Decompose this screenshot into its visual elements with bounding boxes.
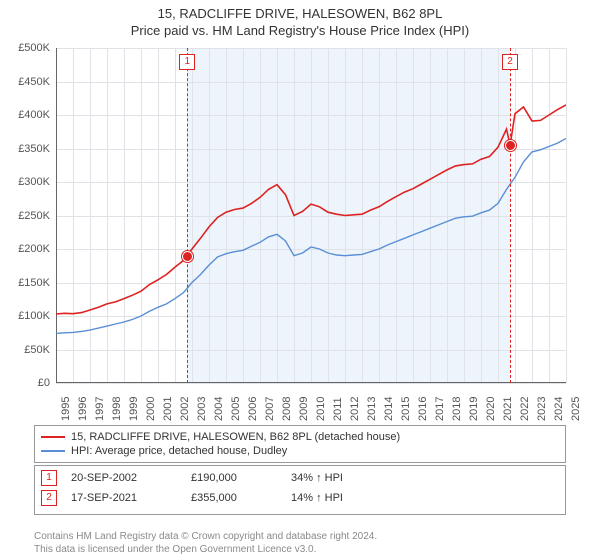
sale-price: £355,000 (191, 492, 291, 504)
x-tick-label: 1997 (94, 397, 106, 421)
y-tick-label: £250K (0, 210, 50, 222)
x-tick-label: 2002 (179, 397, 191, 421)
x-tick-label: 2017 (434, 397, 446, 421)
footnote: Contains HM Land Registry data © Crown c… (34, 531, 377, 556)
sale-price: £190,000 (191, 472, 291, 484)
x-tick-label: 2022 (519, 397, 531, 421)
y-tick-label: £500K (0, 42, 50, 54)
y-tick-label: £100K (0, 310, 50, 322)
x-tick-label: 2018 (451, 397, 463, 421)
sale-row: 1 20-SEP-2002£190,00034% ↑ HPI (41, 468, 559, 488)
x-tick-label: 2016 (417, 397, 429, 421)
y-tick-label: £200K (0, 243, 50, 255)
y-tick-label: £450K (0, 76, 50, 88)
footnote-line-2: This data is licensed under the Open Gov… (34, 544, 377, 557)
x-tick-label: 2021 (502, 397, 514, 421)
y-tick-label: £0 (0, 377, 50, 389)
sale-index-box: 1 (41, 470, 57, 486)
x-tick-label: 2023 (536, 397, 548, 421)
x-tick-label: 2014 (383, 397, 395, 421)
x-tick-label: 2004 (213, 397, 225, 421)
chart-plot-area (56, 48, 566, 383)
x-tick-label: 2011 (332, 397, 344, 421)
legend-swatch (41, 436, 65, 438)
grid-v (566, 48, 567, 383)
x-tick-label: 2007 (264, 397, 276, 421)
x-tick-label: 2003 (196, 397, 208, 421)
legend-label: 15, RADCLIFFE DRIVE, HALESOWEN, B62 8PL … (71, 431, 400, 443)
legend-item: 15, RADCLIFFE DRIVE, HALESOWEN, B62 8PL … (41, 430, 559, 444)
y-tick-label: £400K (0, 109, 50, 121)
event-marker-box: 1 (179, 54, 195, 70)
sale-pct-vs-hpi: 34% ↑ HPI (291, 472, 381, 484)
legend-box: 15, RADCLIFFE DRIVE, HALESOWEN, B62 8PL … (34, 425, 566, 463)
x-tick-label: 2010 (315, 397, 327, 421)
x-tick-label: 2015 (400, 397, 412, 421)
event-line (187, 48, 188, 383)
chart-title: 15, RADCLIFFE DRIVE, HALESOWEN, B62 8PL (0, 0, 600, 21)
sale-index-box: 2 (41, 490, 57, 506)
series-line (56, 139, 566, 334)
y-tick-label: £50K (0, 344, 50, 356)
sale-pct-vs-hpi: 14% ↑ HPI (291, 492, 381, 504)
y-tick-label: £150K (0, 277, 50, 289)
x-tick-label: 2020 (485, 397, 497, 421)
x-tick-label: 1995 (60, 397, 72, 421)
event-marker-box: 2 (502, 54, 518, 70)
legend-swatch (41, 450, 65, 452)
x-tick-label: 2000 (145, 397, 157, 421)
x-tick-label: 2013 (366, 397, 378, 421)
y-tick-label: £350K (0, 143, 50, 155)
x-tick-label: 2009 (298, 397, 310, 421)
series-svg (56, 48, 566, 383)
grid-h (56, 383, 566, 384)
sale-dot (182, 251, 193, 262)
x-tick-label: 2006 (247, 397, 259, 421)
sale-date: 20-SEP-2002 (71, 472, 191, 484)
legend-label: HPI: Average price, detached house, Dudl… (71, 445, 287, 457)
x-tick-label: 2008 (281, 397, 293, 421)
sale-date: 17-SEP-2021 (71, 492, 191, 504)
event-line (510, 48, 511, 383)
legend-item: HPI: Average price, detached house, Dudl… (41, 444, 559, 458)
x-tick-label: 2024 (553, 397, 565, 421)
x-tick-label: 2012 (349, 397, 361, 421)
sales-box: 1 20-SEP-2002£190,00034% ↑ HPI 2 17-SEP-202… (34, 465, 566, 515)
sale-row: 2 17-SEP-2021£355,00014% ↑ HPI (41, 488, 559, 508)
x-tick-label: 2001 (162, 397, 174, 421)
x-tick-label: 2019 (468, 397, 480, 421)
chart-subtitle: Price paid vs. HM Land Registry's House … (0, 21, 600, 42)
x-tick-label: 1996 (77, 397, 89, 421)
x-tick-label: 1998 (111, 397, 123, 421)
y-tick-label: £300K (0, 176, 50, 188)
x-tick-label: 2025 (570, 397, 582, 421)
footnote-line-1: Contains HM Land Registry data © Crown c… (34, 531, 377, 544)
x-tick-label: 2005 (230, 397, 242, 421)
x-tick-label: 1999 (128, 397, 140, 421)
